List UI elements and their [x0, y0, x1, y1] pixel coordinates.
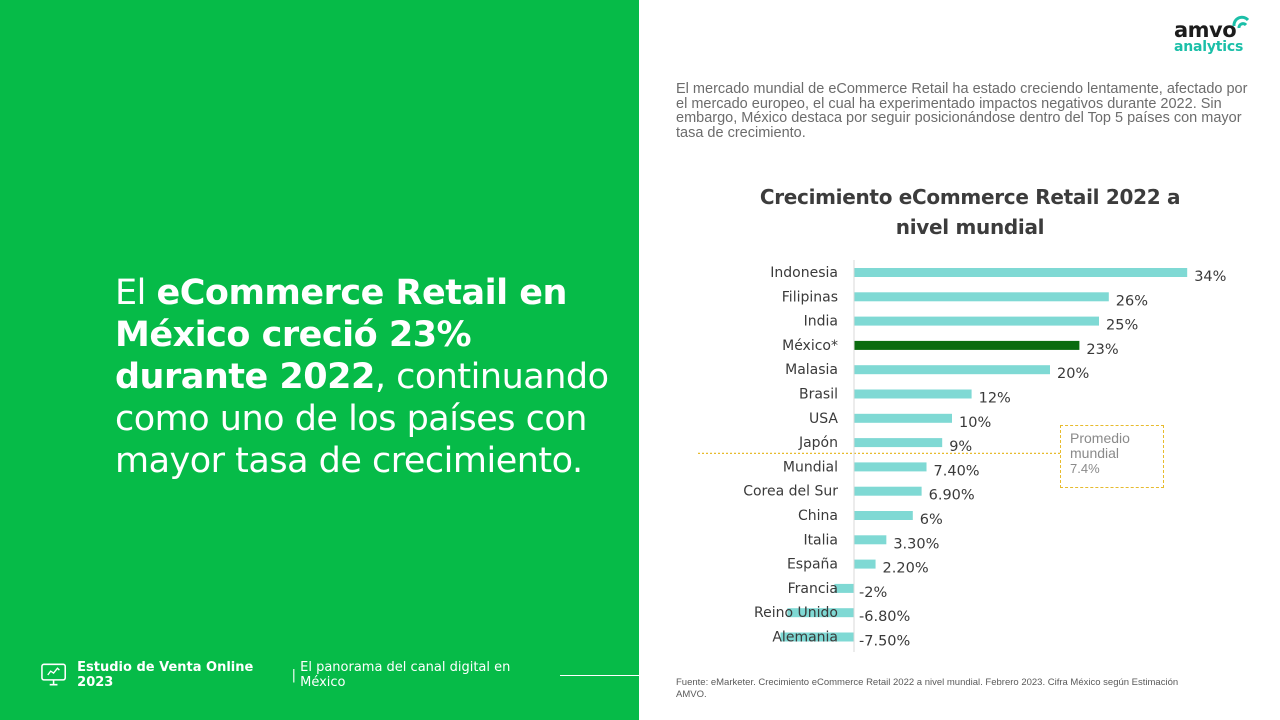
category-label-4: Malasia — [785, 362, 838, 378]
logo-line1: amvo — [1174, 18, 1237, 42]
value-label-2: 25% — [1106, 318, 1138, 334]
left-green-panel: El eCommerce Retail en México creció 23%… — [0, 0, 640, 720]
category-label-0: Indonesia — [770, 265, 838, 281]
bar-11 — [854, 535, 887, 545]
footer-separator: | — [287, 667, 301, 683]
category-label-3: México* — [782, 338, 838, 354]
value-label-3: 23% — [1086, 342, 1118, 358]
amvo-analytics-logo: amvo analytics — [1172, 14, 1257, 56]
value-label-7: 9% — [949, 439, 972, 455]
bar-13 — [834, 583, 854, 593]
bar-8 — [854, 462, 927, 472]
headline: El eCommerce Retail en México creció 23%… — [115, 272, 615, 482]
bar-10 — [854, 511, 913, 520]
value-label-14: -6.80% — [859, 609, 910, 625]
value-label-10: 6% — [920, 512, 943, 528]
headline-rest: , continuando como uno de los países con… — [115, 357, 609, 481]
value-label-13: -2% — [859, 585, 887, 601]
bar-4 — [854, 365, 1050, 375]
bar-15 — [780, 632, 854, 642]
category-label-14: Reino Unido — [754, 605, 838, 621]
bar-9 — [854, 486, 922, 496]
category-label-11: Italia — [803, 532, 838, 548]
bar-6 — [854, 413, 952, 423]
category-label-10: China — [798, 508, 838, 524]
bar-2 — [854, 316, 1099, 326]
value-label-6: 10% — [959, 415, 991, 431]
footer-title: Estudio de Venta Online 2023 — [77, 660, 254, 690]
average-label: Promedio mundial — [1070, 430, 1130, 461]
headline-lead: El — [115, 273, 157, 313]
average-annotation-box: Promedio mundial 7.4% — [1060, 425, 1164, 488]
category-label-15: Alemania — [772, 630, 838, 646]
category-label-9: Corea del Sur — [743, 484, 838, 500]
growth-bar-chart: Indonesia 34% Filipinas 26% India 25% México* 2… — [698, 260, 1226, 652]
value-label-5: 12% — [979, 391, 1011, 407]
intro-paragraph: El mercado mundial de eCommerce Retail h… — [676, 81, 1248, 141]
value-label-9: 6.90% — [929, 488, 975, 504]
bar-3 — [854, 340, 1080, 350]
value-label-11: 3.30% — [893, 536, 939, 552]
logo-line2: analytics — [1174, 39, 1244, 55]
footer-divider — [560, 674, 640, 676]
bar-14 — [787, 608, 854, 618]
headline-bold: eCommerce Retail en México creció 23% du… — [115, 273, 567, 397]
category-label-1: Filipinas — [782, 289, 838, 305]
category-label-5: Brasil — [799, 387, 838, 403]
bar-7 — [854, 438, 943, 448]
monitor-icon — [41, 663, 66, 686]
category-label-13: Francia — [788, 581, 838, 597]
value-label-8: 7.40% — [934, 463, 980, 479]
value-label-4: 20% — [1057, 366, 1089, 382]
average-value: 7.4% — [1070, 461, 1100, 476]
footer-subtitle: El panorama del canal digital en México — [300, 660, 511, 690]
chart-title: Crecimiento eCommerce Retail 2022 a nive… — [759, 185, 1181, 239]
value-label-12: 2.20% — [883, 561, 929, 577]
bar-0 — [854, 268, 1188, 277]
source-note: Fuente: eMarketer. Crecimiento eCommerce… — [676, 677, 1179, 700]
footer-bar: Estudio de Venta Online 2023 | El panora… — [40, 660, 640, 690]
bar-1 — [854, 292, 1109, 302]
category-label-2: India — [804, 314, 838, 330]
value-label-0: 34% — [1194, 269, 1226, 285]
value-label-15: -7.50% — [859, 634, 910, 650]
category-label-12: España — [787, 557, 838, 573]
value-label-1: 26% — [1116, 293, 1148, 309]
bar-5 — [854, 389, 972, 399]
bar-12 — [854, 559, 876, 569]
category-label-6: USA — [809, 411, 838, 427]
category-label-8: Mundial — [783, 459, 838, 475]
signal-wave-icon — [1232, 15, 1250, 29]
category-label-7: Japón — [798, 435, 838, 451]
